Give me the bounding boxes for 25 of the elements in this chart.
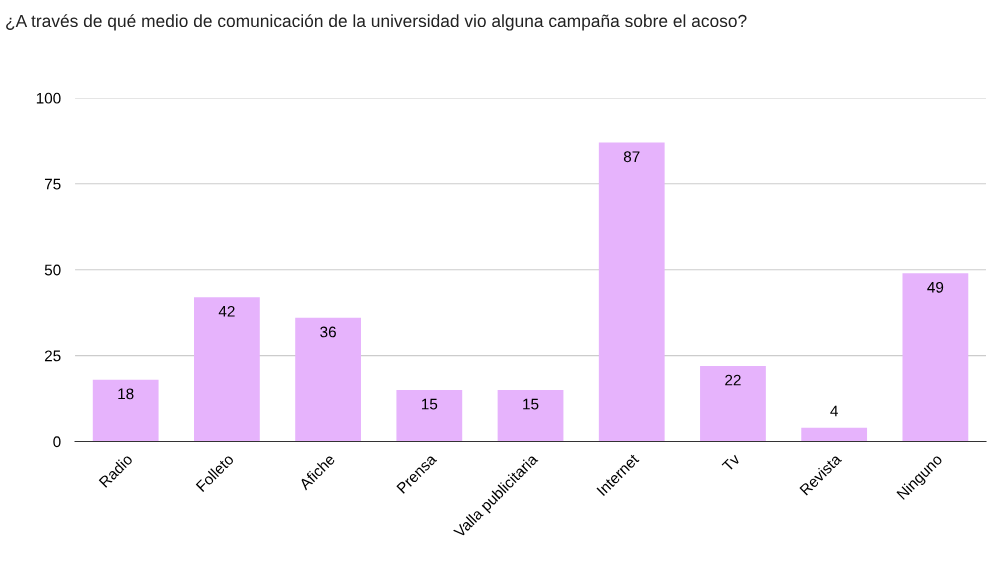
data-label: 42 xyxy=(218,305,235,317)
y-tick-label: 25 xyxy=(44,350,61,362)
x-tick-label: Tv xyxy=(721,453,741,473)
bar xyxy=(902,273,969,442)
y-tick-label: 50 xyxy=(44,264,61,276)
data-label: 36 xyxy=(320,326,336,338)
y-tick-label: 0 xyxy=(53,436,61,448)
bar xyxy=(700,365,766,442)
data-label: 4 xyxy=(830,405,838,417)
bar xyxy=(396,389,463,442)
data-label: 18 xyxy=(118,388,134,400)
bar xyxy=(801,427,868,442)
bar xyxy=(194,297,260,442)
bar xyxy=(598,142,665,442)
chart-title: ¿A través de qué medio de comunicación de la universidad vio alguna campaña sobre el acoso? xyxy=(6,14,747,31)
data-label: 15 xyxy=(421,398,438,410)
data-label: 15 xyxy=(523,398,539,410)
data-label: 22 xyxy=(725,374,741,386)
data-label: 87 xyxy=(623,151,640,163)
bar xyxy=(295,317,361,442)
y-tick-label: 75 xyxy=(44,178,61,190)
bar xyxy=(497,389,564,442)
y-tick-label: 100 xyxy=(36,92,61,104)
bar xyxy=(92,379,159,442)
data-label: 49 xyxy=(927,281,944,293)
